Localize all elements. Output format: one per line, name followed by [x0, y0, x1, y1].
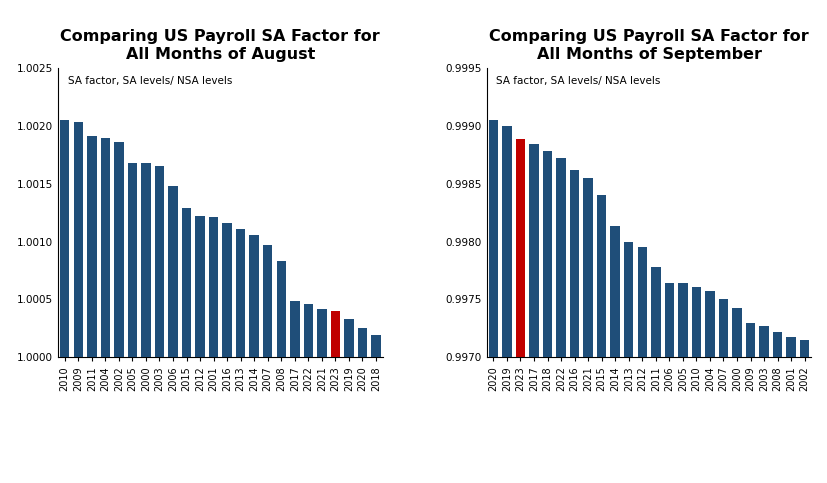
Bar [276, 261, 285, 357]
Bar [731, 308, 741, 357]
Bar [569, 170, 579, 357]
Bar [528, 144, 538, 357]
Bar [317, 309, 326, 357]
Bar [208, 217, 218, 357]
Bar [249, 235, 259, 357]
Bar [195, 216, 204, 357]
Bar [87, 136, 97, 357]
Bar [637, 247, 646, 357]
Bar [127, 163, 137, 357]
Bar [488, 120, 498, 357]
Bar [60, 120, 69, 357]
Bar [344, 319, 353, 357]
Bar [330, 311, 340, 357]
Bar [705, 291, 714, 357]
Text: SA factor, SA levels/ NSA levels: SA factor, SA levels/ NSA levels [496, 76, 660, 86]
Bar [357, 328, 366, 357]
Bar [222, 223, 232, 357]
Bar [650, 267, 660, 357]
Bar [155, 166, 164, 357]
Title: Comparing US Payroll SA Factor for
All Months of September: Comparing US Payroll SA Factor for All M… [489, 28, 808, 62]
Bar [583, 178, 592, 357]
Bar [664, 283, 673, 357]
Bar [624, 242, 633, 357]
Bar [691, 287, 700, 357]
Bar [515, 140, 524, 357]
Bar [74, 122, 83, 357]
Bar [745, 323, 754, 357]
Bar [758, 326, 768, 357]
Bar [556, 158, 565, 357]
Bar [786, 337, 795, 357]
Bar [543, 151, 552, 357]
Bar [799, 340, 809, 357]
Bar [100, 138, 110, 357]
Bar [596, 195, 605, 357]
Bar [289, 300, 299, 357]
Bar [114, 142, 123, 357]
Bar [772, 332, 782, 357]
Bar [304, 304, 313, 357]
Bar [236, 229, 245, 357]
Title: Comparing US Payroll SA Factor for
All Months of August: Comparing US Payroll SA Factor for All M… [60, 28, 380, 62]
Bar [141, 163, 151, 357]
Bar [502, 126, 511, 357]
Bar [677, 283, 686, 357]
Bar [718, 299, 727, 357]
Bar [168, 186, 178, 357]
Bar [370, 335, 380, 357]
Text: SA factor, SA levels/ NSA levels: SA factor, SA levels/ NSA levels [68, 76, 232, 86]
Bar [182, 208, 191, 357]
Bar [263, 245, 272, 357]
Bar [609, 227, 619, 357]
